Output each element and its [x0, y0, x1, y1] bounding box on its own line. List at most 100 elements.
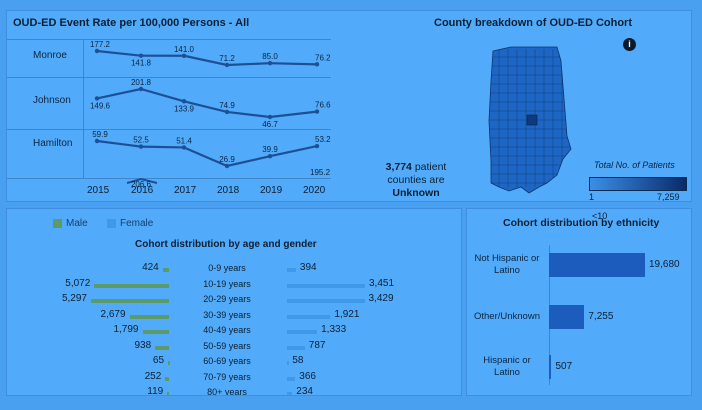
male-bar[interactable] [91, 299, 169, 303]
female-value: 3,451 [369, 277, 395, 289]
data-point[interactable] [224, 163, 230, 169]
row-label-monroe: Monroe [33, 50, 67, 61]
male-bar[interactable] [94, 283, 169, 288]
female-bar[interactable] [287, 268, 296, 272]
data-label: 177.2 [90, 40, 111, 49]
ethnicity-label-line: Other/Unknown [473, 311, 540, 322]
data-point[interactable] [267, 114, 273, 120]
year-tick: 2015 [87, 185, 110, 196]
data-point[interactable] [267, 153, 273, 159]
year-tick: 2019 [260, 185, 283, 196]
county-title: County breakdown of OUD-ED Cohort [434, 17, 632, 29]
ethnicity-value: 507 [555, 361, 573, 372]
age-group-label: 50-59 years [203, 340, 251, 351]
male-value: 2,679 [100, 308, 126, 320]
female-value: 58 [292, 355, 304, 366]
color-legend-ramp [589, 177, 687, 191]
data-point[interactable] [224, 62, 230, 68]
male-bar[interactable] [129, 314, 169, 319]
female-value: 1,333 [321, 324, 347, 335]
data-point[interactable] [94, 48, 100, 54]
male-value: 424 [142, 262, 159, 273]
data-label: 74.9 [219, 101, 235, 110]
row-label-johnson: Johnson [33, 95, 71, 106]
female-value: 3,429 [368, 293, 394, 304]
female-bar[interactable] [287, 376, 296, 381]
age-group-label: 60-69 years [203, 356, 251, 366]
ethnicity-bar[interactable] [549, 253, 645, 277]
ethnicity-bar[interactable] [549, 305, 585, 329]
data-point[interactable] [181, 99, 187, 104]
legend-min: 1 [589, 192, 595, 202]
grid-line [83, 39, 84, 179]
legend-overflow-label: <10 [592, 211, 608, 221]
male-bar[interactable] [165, 376, 169, 381]
series-line-monroe [96, 49, 318, 67]
series-line-partial [126, 177, 158, 184]
female-bar[interactable] [287, 283, 365, 288]
male-value: 1,799 [113, 324, 139, 335]
grid-line [7, 178, 331, 179]
male-value: 119 [147, 386, 164, 396]
legend-female-label[interactable]: Female [120, 218, 154, 229]
year-tick: 2018 [217, 185, 240, 196]
legend-title: Total No. of Patients [594, 160, 675, 170]
data-label: 59.9 [92, 130, 108, 139]
ethnicity-value: 7,255 [588, 311, 614, 322]
male-bar[interactable] [155, 345, 169, 350]
male-value: 938 [134, 339, 152, 351]
ethnicity-value: 19,680 [649, 259, 680, 270]
ethnicity-label: Hispanic or Latino [469, 355, 545, 379]
age-group-label: 70-79 years [203, 371, 251, 382]
age-gender-panel: Male Female Cohort distribution by age a… [6, 208, 462, 396]
data-point[interactable] [94, 96, 100, 101]
data-point[interactable] [314, 143, 320, 149]
data-point[interactable] [138, 86, 144, 92]
age-group-label: 80+ years [207, 387, 247, 396]
data-label: 52.5 [133, 136, 149, 145]
data-point[interactable] [181, 145, 187, 150]
female-bar[interactable] [287, 314, 331, 319]
data-point[interactable] [224, 109, 230, 115]
data-point[interactable] [267, 60, 273, 66]
data-point[interactable] [138, 53, 144, 58]
female-bar[interactable] [287, 345, 305, 350]
data-point[interactable] [314, 62, 320, 67]
data-point[interactable] [138, 144, 144, 149]
male-value: 5,072 [65, 277, 91, 289]
data-point[interactable] [314, 109, 320, 114]
age-group-label: 30-39 years [203, 309, 251, 320]
ethnicity-label-line: Latino [494, 265, 520, 276]
county-panel: County breakdown of OUD-ED Cohort i 3,77… [331, 10, 692, 202]
data-label: 141.0 [174, 45, 195, 54]
male-bar[interactable] [162, 268, 169, 272]
male-bar[interactable] [168, 361, 171, 365]
marion-county-highlight [526, 114, 538, 126]
unknown-text: counties are [387, 174, 445, 186]
age-gender-title: Cohort distribution by age and gender [135, 239, 317, 250]
ethnicity-bar[interactable] [549, 355, 552, 379]
ethnicity-label-line: Latino [494, 367, 520, 378]
data-point[interactable] [94, 138, 100, 144]
ethnicity-label: Other/Unknown [469, 311, 545, 323]
data-label: 71.2 [219, 54, 235, 63]
data-point[interactable] [181, 53, 187, 58]
unknown-count: 3,774 [385, 161, 412, 173]
female-bar[interactable] [287, 299, 365, 303]
female-bar[interactable] [287, 330, 318, 334]
female-bar[interactable] [287, 361, 289, 365]
legend-max: 7,259 [657, 192, 680, 202]
legend-male-label[interactable]: Male [66, 218, 88, 229]
ethnicity-label-line: Hispanic or [483, 355, 531, 366]
age-group-label: 20-29 years [203, 294, 251, 304]
male-bar[interactable] [142, 330, 169, 334]
male-bar[interactable] [167, 392, 170, 395]
year-tick: 2020 [303, 185, 326, 196]
info-icon[interactable]: i [623, 38, 636, 51]
data-label: 46.7 [262, 120, 278, 129]
indiana-county-map[interactable] [481, 41, 601, 202]
female-value: 366 [299, 370, 316, 382]
female-bar[interactable] [287, 392, 293, 395]
year-tick: 2017 [174, 185, 197, 196]
unknown-text: patient [411, 161, 447, 173]
